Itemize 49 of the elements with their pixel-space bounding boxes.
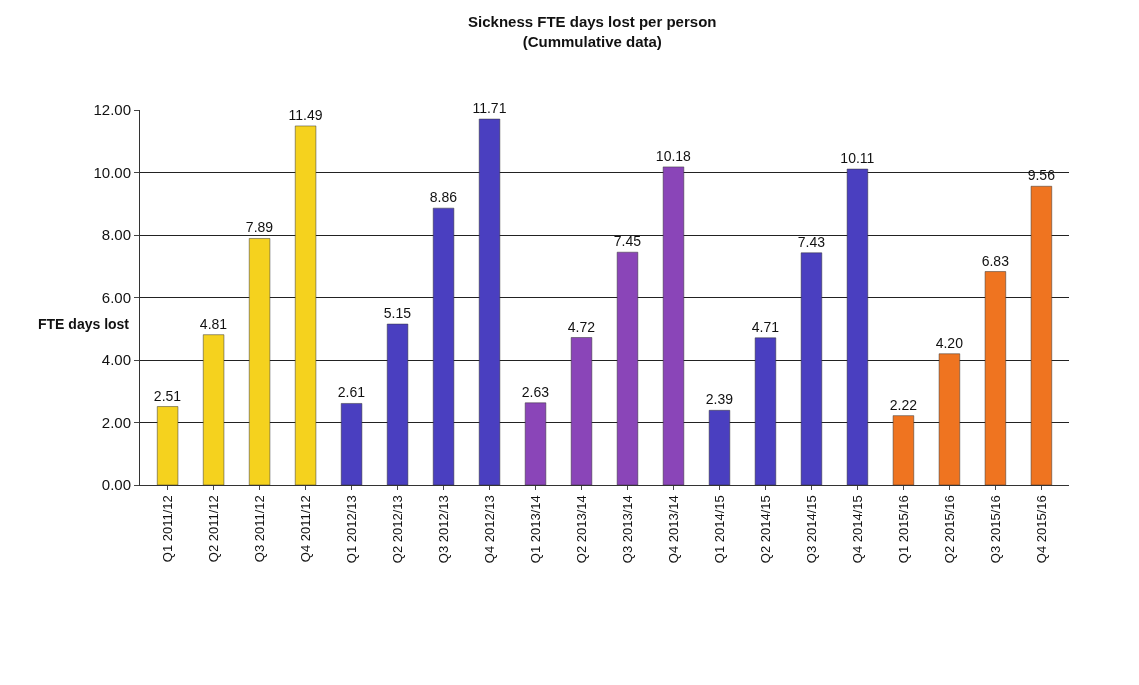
data-label: 7.43	[797, 233, 826, 250]
y-axis-title: FTE days lost	[38, 316, 130, 332]
data-label: 4.20	[935, 334, 964, 351]
data-label: 2.51	[153, 387, 182, 404]
data-label: 2.22	[889, 396, 918, 413]
x-tick-label: Q2 2011/12	[205, 495, 221, 563]
x-tick-label: Q1 2012/13	[343, 495, 359, 564]
x-tick-label: Q2 2015/16	[941, 495, 957, 564]
y-tick-label: 6.00	[101, 288, 131, 306]
data-label: 10.18	[655, 147, 692, 164]
y-tick-label: 2.00	[101, 413, 131, 431]
x-tick-label: Q2 2012/13	[389, 495, 405, 564]
data-label: 6.83	[981, 252, 1010, 269]
y-tick-label: 4.00	[101, 351, 131, 369]
y-tick-label: 0.00	[101, 476, 131, 494]
x-tick-label: Q4 2011/12	[297, 495, 313, 563]
x-tick-label: Q2 2014/15	[757, 495, 773, 564]
data-label: 11.49	[288, 106, 323, 123]
data-label: 7.45	[613, 233, 642, 250]
x-tick-label: Q1 2011/12	[159, 495, 175, 563]
chart-subtitle: (Cummulative data)	[522, 32, 662, 50]
chart-title: Sickness FTE days lost per person	[468, 13, 717, 31]
data-label: 2.61	[337, 384, 366, 401]
x-tick-label: Q4 2015/16	[1033, 495, 1049, 564]
x-tick-label: Q3 2015/16	[987, 495, 1003, 564]
data-label: 7.89	[245, 219, 274, 236]
x-tick-label: Q3 2012/13	[435, 495, 451, 564]
x-tick-label: Q2 2013/14	[573, 495, 589, 564]
x-tick-label: Q3 2013/14	[619, 495, 635, 564]
data-label: 2.63	[521, 383, 550, 400]
x-tick-label: Q4 2013/14	[665, 495, 681, 564]
data-label: 10.11	[840, 150, 875, 167]
data-label: 4.72	[567, 318, 596, 335]
data-label: 2.39	[705, 391, 734, 408]
data-label: 11.71	[472, 100, 507, 117]
x-tick-label: Q4 2014/15	[849, 495, 865, 564]
x-tick-label: Q1 2014/15	[711, 495, 727, 564]
y-tick-label: 10.00	[93, 163, 131, 181]
y-tick-label: 12.00	[93, 101, 131, 119]
data-label: 5.15	[383, 305, 412, 322]
x-tick-label: Q4 2012/13	[481, 495, 497, 564]
x-tick-label: Q1 2015/16	[895, 495, 911, 564]
data-label: 4.71	[751, 318, 780, 335]
y-tick-label: 8.00	[101, 226, 131, 244]
x-tick-label: Q3 2014/15	[803, 495, 819, 564]
x-tick-label: Q1 2013/14	[527, 495, 543, 564]
x-tick-label: Q3 2011/12	[251, 495, 267, 563]
data-label: 4.81	[199, 315, 228, 332]
data-label: 8.86	[429, 189, 458, 206]
